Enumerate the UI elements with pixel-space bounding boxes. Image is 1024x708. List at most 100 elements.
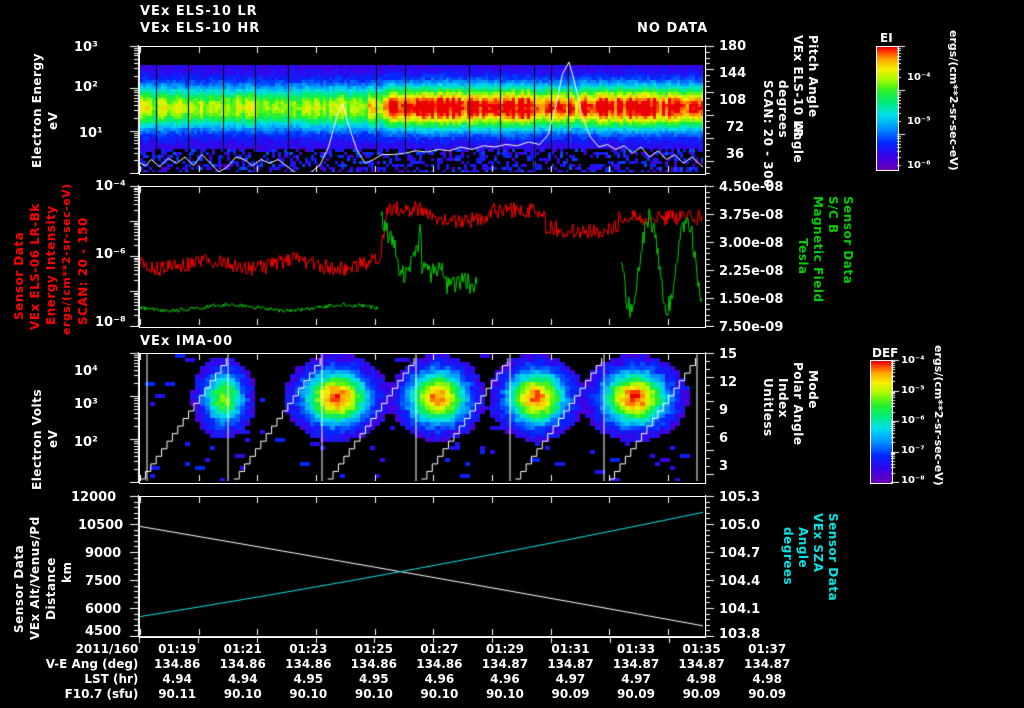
panel3-rtick-2: 9 <box>719 403 729 418</box>
footer-time-row-cell: 01:23 <box>289 642 328 656</box>
footer-row-1-cell: 4.94 <box>227 672 258 686</box>
panel2-line-canvas <box>140 187 703 325</box>
panel2-rtick-2: 3.00e-08 <box>719 236 784 251</box>
panel1-title-lr: VEx ELS-10 LR <box>140 4 258 19</box>
footer-row-2: F10.7 (sfu) 90.11 90.10 90.10 90.10 90.10 90.1… <box>0 687 800 702</box>
panel1-right-ticks <box>705 45 715 174</box>
panel4-plot-area[interactable] <box>139 496 706 638</box>
footer-time-row-cell: 01:37 <box>748 642 787 656</box>
panel3-plot-area[interactable] <box>139 353 706 484</box>
colorbar1-gradient <box>876 46 899 171</box>
panel2-right-label-2: S/C B <box>826 196 840 234</box>
footer-row-1-cell: 4.95 <box>293 672 324 686</box>
panel1-rtick-3: 72 <box>726 120 745 135</box>
colorbar2-gradient <box>870 360 893 484</box>
panel4-left-label-3: Distance <box>44 557 58 620</box>
panel1-ytick-2: 10¹ <box>79 126 103 141</box>
footer-row-1-cell: 4.98 <box>686 672 717 686</box>
colorbar2-tick-3: 10⁻⁷ <box>901 445 925 456</box>
panel1-rtick-4: 36 <box>726 147 745 162</box>
panel2-right-label-1: Sensor Data <box>841 196 855 285</box>
panel4-rtick-2: 104.7 <box>719 546 761 561</box>
panel4-rtick-1: 105.0 <box>719 518 761 533</box>
colorbar2-ticks <box>891 359 900 483</box>
panel2-left-label-3: Energy Intensity <box>44 205 58 325</box>
colorbar1-units: ergs/(cm**2-sr-sec-eV) <box>947 30 960 171</box>
panel1-right-label-1: Pitch Angle <box>806 35 820 118</box>
panel4-right-label-4: degrees <box>781 527 795 586</box>
panel2-rtick-1: 3.75e-08 <box>719 208 784 223</box>
footer-row-1-cell: 4.94 <box>162 672 192 686</box>
panel2-left-label-2: VEx ELS-06 LR-Bk <box>28 203 42 330</box>
panel2-rtick-4: 1.50e-08 <box>719 292 784 307</box>
footer-row-2-cell: 90.10 <box>420 687 459 701</box>
panel4-left-ticks <box>129 495 139 637</box>
panel3-rtick-0: 15 <box>719 347 738 362</box>
panel1-right-label-3: Angle <box>791 122 805 164</box>
colorbar2-tick-2: 10⁻⁶ <box>901 415 925 426</box>
panel1-y-axis-units: eV <box>46 111 60 130</box>
colorbar1-tick-0: 10⁻⁴ <box>907 72 931 83</box>
panel3-right-label-2: Polar Angle <box>791 362 805 446</box>
footer-row-0-cell: 134.86 <box>416 657 463 671</box>
panel3-left-ticks <box>129 352 139 483</box>
panel4-right-label-1: Sensor Data <box>826 513 840 602</box>
footer-row-0-cell: 134.86 <box>350 657 397 671</box>
footer-row-2-cell: 90.10 <box>223 687 262 701</box>
panel2-right-ticks <box>705 185 715 327</box>
footer-row-2-cell: 90.09 <box>682 687 721 701</box>
footer-row-2-cell: 90.10 <box>485 687 524 701</box>
footer-row-0-cell: 134.87 <box>547 657 594 671</box>
panel4-rtick-0: 105.3 <box>719 490 761 505</box>
footer-time-row-cell: 01:25 <box>354 642 393 656</box>
footer-row-2-cell: 90.10 <box>289 687 328 701</box>
panel4-rtick-4: 104.1 <box>719 602 761 617</box>
panel4-rtick-3: 104.4 <box>719 574 761 589</box>
footer-row-2-cell: 90.10 <box>354 687 393 701</box>
footer-row-1: LST (hr) 4.94 4.94 4.95 4.95 4.96 4.96 4.97 4.97… <box>0 672 800 687</box>
colorbar2-title: DEF <box>872 346 899 360</box>
panel4-right-label-3: Angle <box>796 527 810 569</box>
panel2-left-label-4: ergs/(cm**2-sr-sec-eV) <box>60 183 73 335</box>
panel4-line-canvas <box>140 497 703 635</box>
footer-row-1-cell: 4.98 <box>752 672 782 686</box>
panel1-rtick-1: 144 <box>719 66 747 81</box>
panel3-ytick-1: 10³ <box>74 397 98 412</box>
footer-row-0-cell: 134.86 <box>219 657 266 671</box>
colorbar2-tick-4: 10⁻⁸ <box>901 475 925 486</box>
panel1-right-label-4: degrees <box>776 80 790 139</box>
footer-row-0: V-E Ang (deg) 134.86 134.86 134.86 134.86 134… <box>0 657 800 672</box>
footer-row-0-cell: 134.87 <box>678 657 725 671</box>
panel4-x-ticks <box>138 636 705 644</box>
panel4-right-label-2: VEx SZA <box>811 513 825 573</box>
panel1-right-label-5: SCAN: 20 - 300 <box>761 80 775 188</box>
footer-time-row-cell: 01:21 <box>223 642 262 656</box>
panel3-rtick-4: 3 <box>719 459 729 474</box>
panel1-spectrogram-canvas <box>140 47 703 172</box>
panel2-rtick-0: 4.50e-08 <box>719 180 784 195</box>
footer-row-1-cell: 4.97 <box>621 672 651 686</box>
footer-time-row-cell: 01:29 <box>485 642 525 656</box>
panel2-left-label-5: SCAN: 20 - 150 <box>76 217 90 325</box>
panel4-rtick-5: 103.8 <box>719 627 761 642</box>
footer-row-label-0: V-E Ang (deg) <box>45 657 139 671</box>
panel1-plot-area[interactable] <box>139 46 706 175</box>
panel2-right-label-4: Tesla <box>796 238 810 275</box>
panel1-right-label-2: VEx ELS-10 LR <box>791 35 805 139</box>
panel4-ytick-1: 10500 <box>78 518 124 533</box>
panel1-title-hr: VEx ELS-10 HR <box>140 21 261 36</box>
panel2-ytick-1: 10⁻⁶ <box>95 247 126 262</box>
footer-time-row-cell: 01:31 <box>551 642 590 656</box>
panel2-plot-area[interactable] <box>139 186 706 328</box>
panel1-y-axis-label: Electron Energy <box>30 53 44 168</box>
footer-time-row: 2011/160 01:19 01:21 01:23 01:25 01:27 01:29 01… <box>0 642 800 657</box>
footer-time-row-cell: 01:19 <box>158 642 197 656</box>
panel3-y-axis-units: eV <box>46 429 60 448</box>
footer-row-1-cell: 4.96 <box>424 672 455 686</box>
colorbar1-tick-2: 10⁻⁶ <box>907 160 931 171</box>
panel4-left-label-4: km <box>60 561 74 583</box>
footer-row-1-cell: 4.97 <box>555 672 586 686</box>
footer-date-label: 2011/160 <box>75 642 139 656</box>
panel3-right-label-3: Index <box>776 378 790 418</box>
panel3-title: VEx IMA-00 <box>140 334 234 349</box>
